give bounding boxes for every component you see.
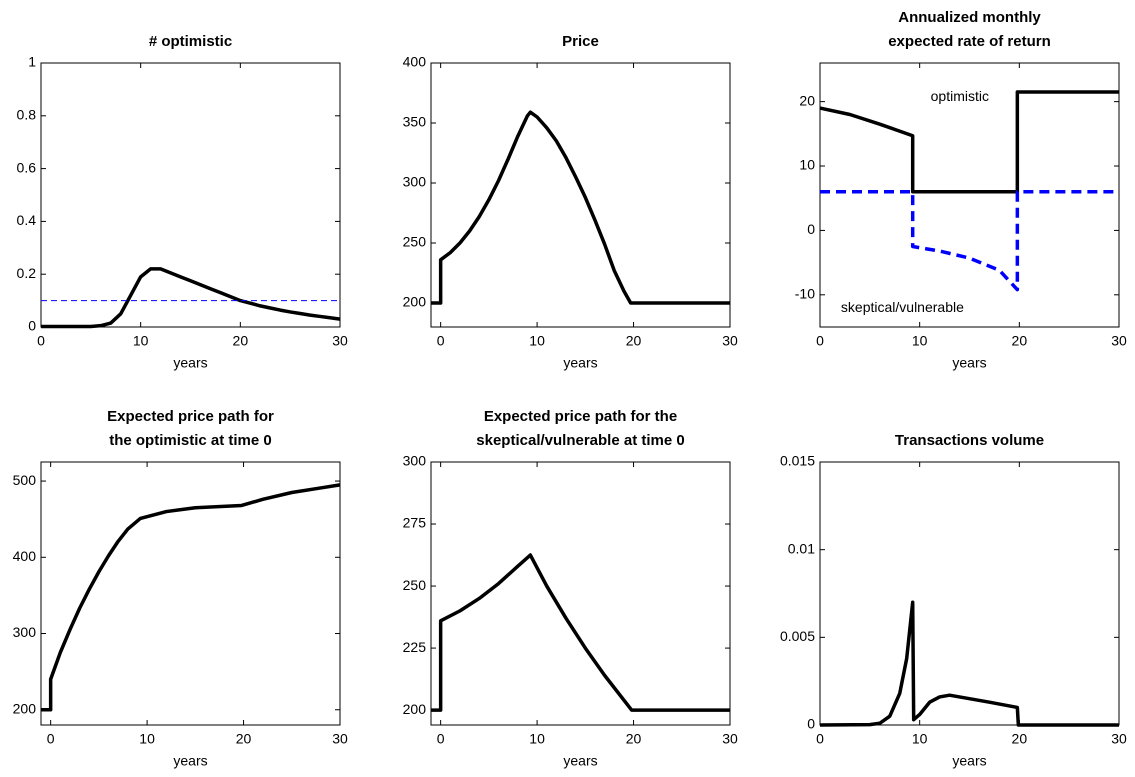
y-tick-label: 400 (13, 548, 37, 564)
x-tick-label: 30 (722, 731, 738, 747)
y-tick-label: -10 (795, 286, 815, 302)
annotation: skeptical/vulnerable (841, 299, 964, 315)
data-line (819, 90, 1119, 194)
y-tick-label: 0 (807, 716, 815, 732)
data-line (431, 553, 730, 712)
x-tick-label: 20 (233, 333, 249, 349)
x-tick-label: 10 (912, 731, 928, 747)
chart-title: # optimistic (149, 33, 232, 50)
chart-title: expected rate of return (888, 33, 1051, 50)
y-tick-label: 10 (799, 157, 815, 173)
y-tick-label: 275 (403, 515, 427, 531)
data-line (819, 600, 1119, 727)
plot-area (40, 461, 341, 726)
y-tick-label: 0.6 (17, 159, 37, 175)
y-tick-label: 0.8 (17, 107, 37, 123)
y-tick-label: 300 (403, 453, 427, 469)
plot-area (40, 62, 341, 328)
y-tick-label: 20 (799, 92, 815, 108)
y-tick-label: 200 (403, 701, 427, 717)
x-tick-label: 0 (816, 731, 824, 747)
x-tick-label: 10 (133, 333, 149, 349)
x-tick-label: 30 (722, 333, 738, 349)
x-tick-label: 20 (236, 731, 252, 747)
y-tick-label: 0.4 (17, 212, 37, 228)
x-axis-label: years (563, 355, 597, 371)
chart-title: Expected price path for the (484, 408, 677, 425)
y-tick-label: 0 (807, 221, 815, 237)
y-tick-label: 225 (403, 639, 427, 655)
y-tick-label: 0.015 (780, 453, 815, 469)
x-tick-label: 10 (529, 333, 545, 349)
y-tick-label: 500 (13, 472, 37, 488)
data-line (41, 483, 341, 712)
chart-title: Expected price path for (107, 408, 274, 425)
x-tick-label: 10 (529, 731, 545, 747)
y-tick-label: 1 (28, 54, 36, 70)
x-tick-label: 20 (1012, 333, 1028, 349)
x-axis-label: years (952, 355, 986, 371)
x-tick-label: 30 (1111, 333, 1127, 349)
x-axis-label: years (173, 355, 207, 371)
plot-area (819, 62, 1120, 328)
x-tick-label: 0 (37, 333, 45, 349)
plot-area (430, 461, 731, 726)
x-tick-label: 20 (626, 333, 642, 349)
y-tick-label: 250 (403, 577, 427, 593)
x-tick-label: 20 (1012, 731, 1028, 747)
x-tick-label: 30 (332, 731, 348, 747)
annotation: optimistic (931, 88, 989, 104)
x-tick-label: 30 (332, 333, 348, 349)
y-tick-label: 200 (13, 700, 37, 716)
data-line (431, 110, 730, 305)
data-line (41, 267, 341, 329)
plot-area (819, 461, 1120, 726)
x-axis-label: years (563, 753, 597, 769)
chart-title: Transactions volume (895, 432, 1044, 449)
x-axis-label: years (952, 753, 986, 769)
chart-title: the optimistic at time 0 (109, 432, 272, 449)
x-tick-label: 10 (912, 333, 928, 349)
chart-title: skeptical/vulnerable at time 0 (476, 432, 684, 449)
y-tick-label: 0.2 (17, 265, 37, 281)
y-tick-label: 0.005 (780, 628, 815, 644)
y-tick-label: 300 (403, 174, 427, 190)
data-line (820, 190, 1119, 292)
y-tick-label: 400 (403, 54, 427, 70)
x-tick-label: 0 (437, 333, 445, 349)
y-tick-label: 0 (28, 318, 36, 334)
plot-area (430, 62, 731, 328)
x-tick-label: 0 (437, 731, 445, 747)
x-tick-label: 0 (47, 731, 55, 747)
x-tick-label: 0 (816, 333, 824, 349)
y-tick-label: 250 (403, 234, 427, 250)
x-tick-label: 30 (1111, 731, 1127, 747)
y-tick-label: 350 (403, 114, 427, 130)
chart-title: Price (562, 33, 599, 50)
chart-title: Annualized monthly (898, 9, 1041, 26)
x-tick-label: 10 (139, 731, 155, 747)
x-tick-label: 20 (626, 731, 642, 747)
y-tick-label: 0.01 (788, 540, 815, 556)
y-tick-label: 300 (13, 624, 37, 640)
x-axis-label: years (173, 753, 207, 769)
y-tick-label: 200 (403, 294, 427, 310)
